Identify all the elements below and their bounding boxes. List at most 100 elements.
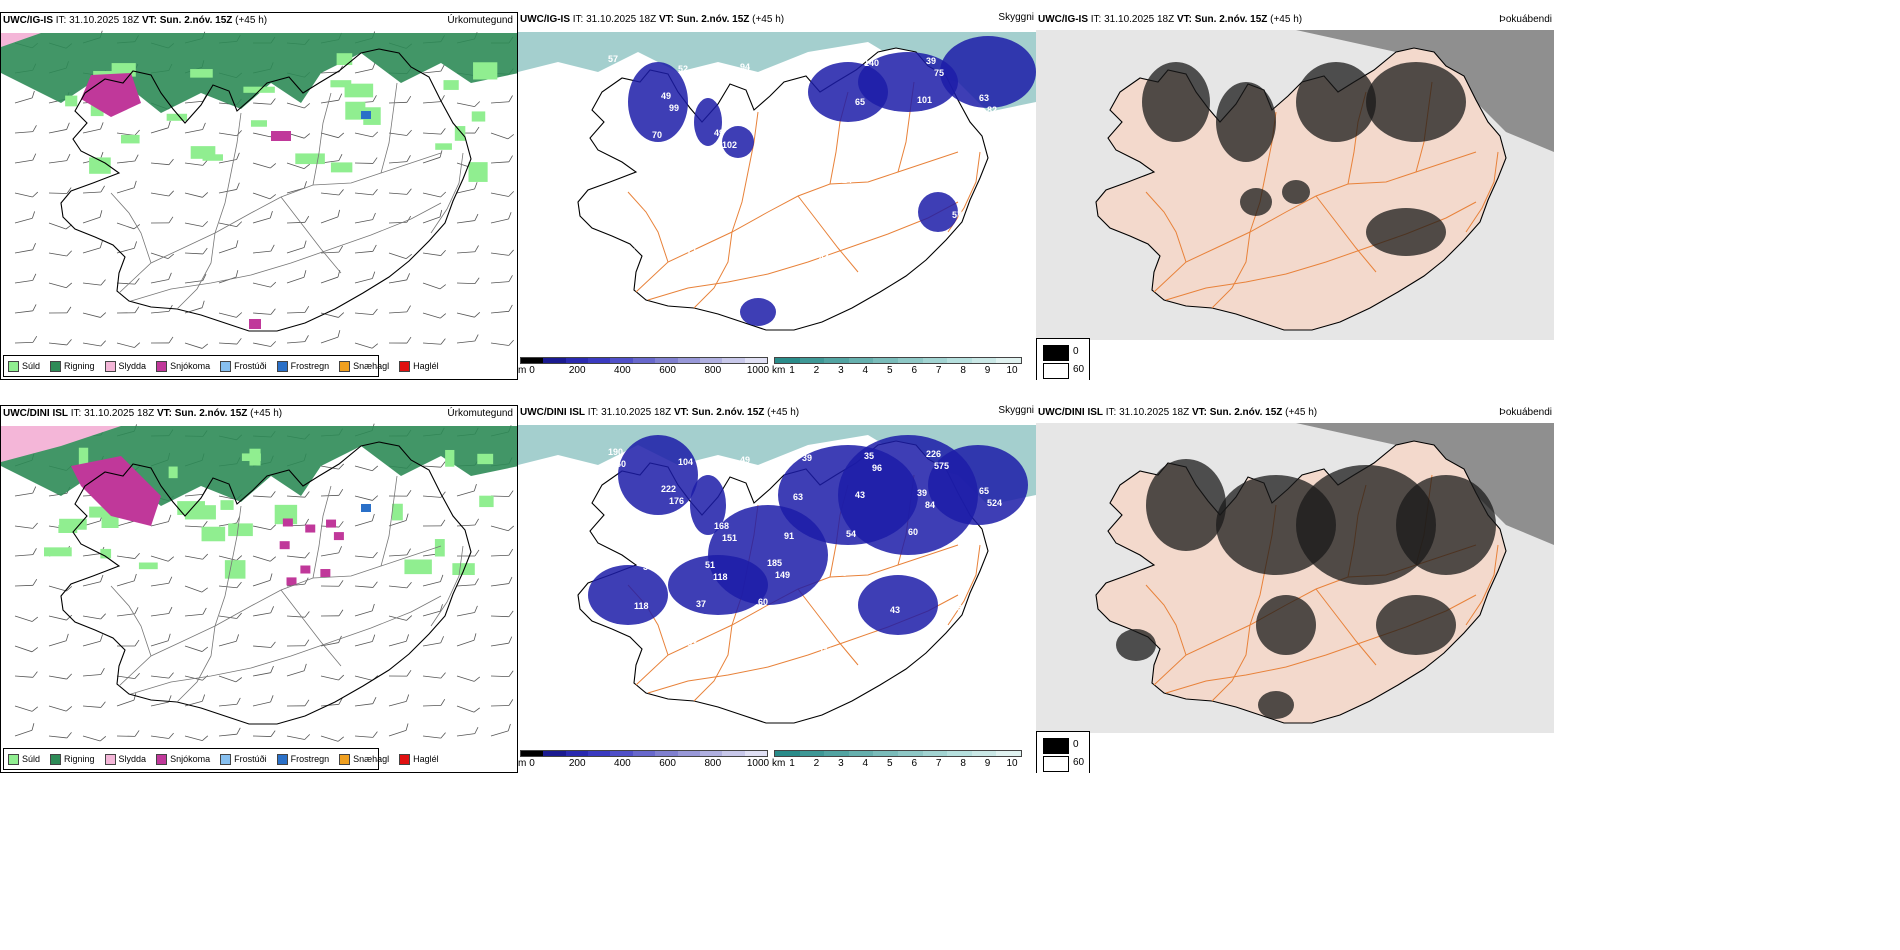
wind-barb: [354, 131, 379, 138]
road: [110, 585, 152, 657]
wind-barb-flag: [406, 669, 412, 677]
colorbar-segment: [971, 358, 997, 363]
fog-legend-white-swatch: [1043, 756, 1069, 772]
precip-map: [1, 30, 517, 349]
wind-barb-flag: [31, 90, 35, 98]
wind-barb-flag: [32, 153, 37, 161]
wind-barb-shaft: [184, 342, 203, 349]
wind-barb-shaft: [218, 733, 237, 737]
wind-barb-flag: [406, 305, 411, 313]
wind-barb-flag: [134, 154, 139, 162]
wind-barb: [116, 306, 140, 314]
visibility-colorbar: km 1 2 3 4 5 6 7 8 9 10: [772, 749, 1034, 771]
drizzle-area: [404, 559, 432, 575]
wind-barb: [82, 185, 105, 194]
wind-barb-flag: [338, 93, 343, 101]
cloud-base-value: 102: [722, 140, 737, 150]
wind-barb-shaft: [320, 276, 339, 284]
wind-barb: [422, 64, 445, 74]
wind-barb-shaft: [456, 639, 475, 647]
legend-label: Snjókoma: [170, 361, 211, 371]
wind-barb-flag: [202, 221, 209, 227]
colorbar-tick: 400: [614, 758, 631, 769]
wind-barb: [490, 636, 513, 647]
cloud-base-value: 109: [731, 101, 746, 111]
cloud-base-value: 101: [917, 95, 932, 105]
legend-label: Frostúði: [234, 754, 267, 764]
wind-barb: [320, 697, 343, 707]
wind-barb: [456, 213, 479, 224]
colorbar-segment: [897, 751, 923, 756]
wind-barb-flag: [474, 334, 479, 342]
wind-barb: [286, 162, 311, 170]
wind-barb-flag: [270, 341, 277, 347]
wind-barb: [422, 150, 443, 164]
wind-barb-shaft: [184, 222, 203, 227]
wind-barb-shaft: [116, 555, 135, 559]
wind-barb-flag: [406, 129, 412, 136]
wind-barb-flag: [474, 311, 481, 318]
drizzle-area: [168, 466, 178, 479]
wind-barb: [354, 603, 375, 617]
wind-barb-flag: [338, 132, 345, 138]
wind-barb: [252, 98, 276, 105]
wind-barb: [388, 694, 410, 707]
wind-barb: [286, 663, 307, 677]
cloud-base-value: 75: [934, 68, 944, 78]
wind-barb-flag: [405, 723, 409, 731]
wind-barb-shaft: [286, 311, 306, 314]
drizzle-area: [89, 157, 111, 174]
wind-barb: [14, 548, 37, 557]
wind-barb-flag: [508, 610, 514, 617]
cloud-base-value: 35: [864, 451, 874, 461]
wind-barb-shaft: [48, 735, 67, 739]
colorbar-tick: 0: [529, 365, 535, 376]
wind-barb-shaft: [82, 674, 101, 677]
wind-barb-flag: [372, 697, 377, 704]
drizzle-area: [336, 53, 353, 66]
wind-barb: [48, 306, 72, 314]
wind-barb-shaft: [388, 554, 407, 557]
road: [1465, 151, 1499, 233]
wind-barb-flag: [406, 95, 412, 103]
panel-title: Þokuábendi: [1499, 407, 1552, 418]
wind-barb-shaft: [82, 581, 101, 587]
wind-barb-flag: [201, 300, 205, 308]
colorbar-segment: [744, 751, 767, 756]
road: [176, 232, 216, 310]
drizzle-area: [166, 113, 188, 121]
road: [176, 625, 216, 703]
road: [693, 624, 733, 702]
wind-barb-shaft: [490, 252, 509, 256]
cloud-base-value: 96: [872, 463, 882, 473]
legend-item: Snjókoma: [156, 360, 211, 372]
wind-barb: [354, 189, 378, 196]
wind-barb-shaft: [286, 162, 305, 170]
colorbar-segment: [824, 358, 849, 363]
precip-legend: Súld Rigning Slydda Snjókoma Frostúði Frostre…: [3, 748, 439, 770]
wind-barb-shaft: [490, 161, 509, 164]
wind-barb: [150, 272, 172, 284]
wind-barb: [184, 607, 207, 617]
wind-barb-flag: [235, 677, 242, 683]
wind-barb-shaft: [456, 584, 475, 587]
wind-barb-flag: [372, 731, 378, 738]
panel-header: UWC/DINI ISL IT: 31.10.2025 18Z VT: Sun.…: [3, 408, 283, 419]
wind-barb-flag: [168, 190, 174, 197]
fog-sea-field: [1296, 30, 1554, 152]
wind-barb-flag: [406, 215, 412, 223]
wind-barb-shaft: [422, 704, 442, 707]
snow-area: [71, 456, 161, 526]
cloud-base-value: 52: [961, 171, 971, 181]
legend-item: Snjókoma: [156, 753, 210, 765]
wind-barb: [184, 122, 206, 134]
road: [312, 92, 332, 186]
wind-barb-shaft: [252, 555, 271, 562]
wind-barb-shaft: [14, 159, 33, 164]
wind-barb-flag: [32, 486, 37, 494]
fog-panel-row2: UWC/DINI ISL IT: 31.10.2025 18Z VT: Sun.…: [1036, 405, 1554, 773]
wind-barb: [218, 240, 239, 254]
wind-barb-shaft: [354, 219, 373, 224]
wind-barb: [14, 723, 35, 737]
colorbar-segment: [744, 358, 767, 363]
